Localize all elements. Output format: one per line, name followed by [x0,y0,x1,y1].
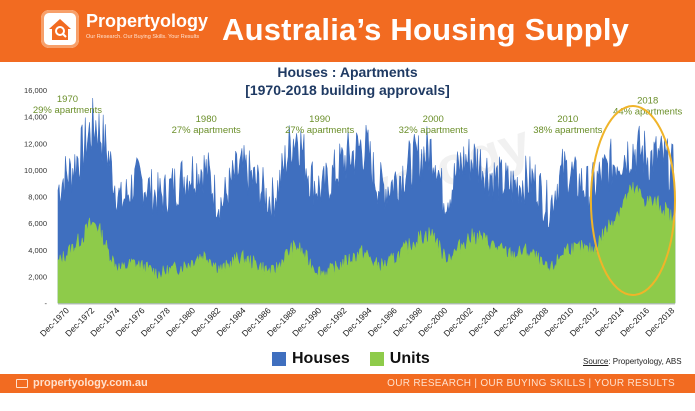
legend-item-houses: Houses [272,350,350,368]
chart-title: Houses : Apartments [277,64,418,80]
annotation-share: 29% apartments [33,105,102,116]
annotation-share: 27% apartments [172,125,241,136]
brand-tagline: Our Research. Our Buying Skills. Your Re… [86,34,200,40]
houses-area [57,97,676,304]
annotation-share: 38% apartments [533,125,602,136]
legend-label-houses: Houses [292,350,350,367]
y-tick-label: - [45,299,48,308]
footer-slogan: OUR RESEARCH | OUR BUYING SKILLS | YOUR … [387,378,675,389]
legend-item-units: Units [369,350,430,368]
y-tick-label: 12,000 [24,139,47,148]
footer-website[interactable]: propertyology.com.au [16,377,148,389]
footer-website-text: propertyology.com.au [33,377,148,389]
annotation-year: 1970 [57,94,78,105]
y-tick-label: 14,000 [24,113,47,122]
y-tick-label: 4,000 [28,246,47,255]
annotation-year: 2010 [557,114,578,125]
y-tick-label: 10,000 [24,166,47,175]
brand-name: Propertyology [86,11,209,31]
annotation-year: 2018 [637,95,658,106]
annotation-share: 27% apartments [285,125,354,136]
footer-banner: propertyology.com.au OUR RESEARCH | OUR … [0,374,695,393]
page-title: Australia’s Housing Supply [222,12,630,47]
y-tick-label: 2,000 [28,272,47,281]
annotation-share: 32% apartments [399,125,468,136]
source-text: : Propertyology, ABS [608,357,682,366]
house-logo-icon [41,10,79,48]
monitor-icon [16,378,28,388]
source-label: Source [583,357,609,366]
chart-legend: Houses Units [272,350,450,368]
legend-swatch-units [369,352,384,366]
y-tick-label: 6,000 [28,219,47,228]
legend-swatch-houses [272,352,286,366]
y-tick-label: 16,000 [24,86,47,95]
y-tick-label: 8,000 [28,193,47,202]
highlight-ellipse [589,104,676,297]
units-area [57,182,676,304]
annotation-year: 1980 [196,114,217,125]
header-banner: Propertyology Our Research. Our Buying S… [0,0,695,62]
legend-label-units: Units [389,350,430,367]
chart-subtitle: [1970-2018 building approvals] [245,82,450,98]
source-note: Source: Propertyology, ABS [583,357,682,366]
annotation-year: 2000 [423,114,444,125]
annotation-year: 1990 [309,114,330,125]
